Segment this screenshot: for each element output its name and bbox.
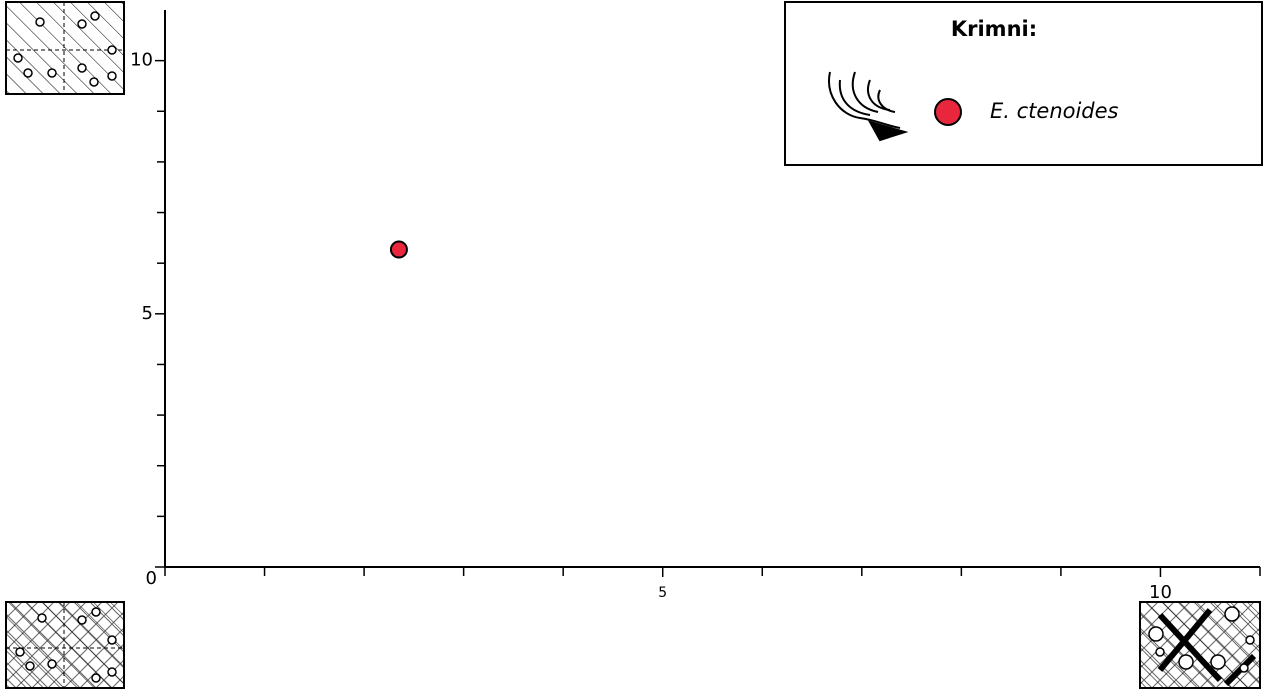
- x-tick-label: 5: [658, 585, 667, 601]
- fish-sketch: [828, 71, 909, 142]
- y-tick-label: 5: [142, 303, 153, 324]
- y-tick-label: 0: [146, 568, 157, 589]
- legend-box: [784, 1, 1263, 166]
- y-tick-label: 10: [130, 50, 153, 71]
- point: [389, 240, 408, 259]
- corner-icon: [5, 1, 125, 95]
- legend-title: Krimni:: [951, 17, 1037, 41]
- legend-label: E. ctenoides: [990, 99, 1119, 123]
- corner-icon: [5, 601, 125, 689]
- legend: Krimni:: [784, 1, 1263, 166]
- corner-icon: [1139, 601, 1261, 689]
- x-tick-label: 10: [1149, 582, 1172, 603]
- legend-marker: [934, 98, 962, 126]
